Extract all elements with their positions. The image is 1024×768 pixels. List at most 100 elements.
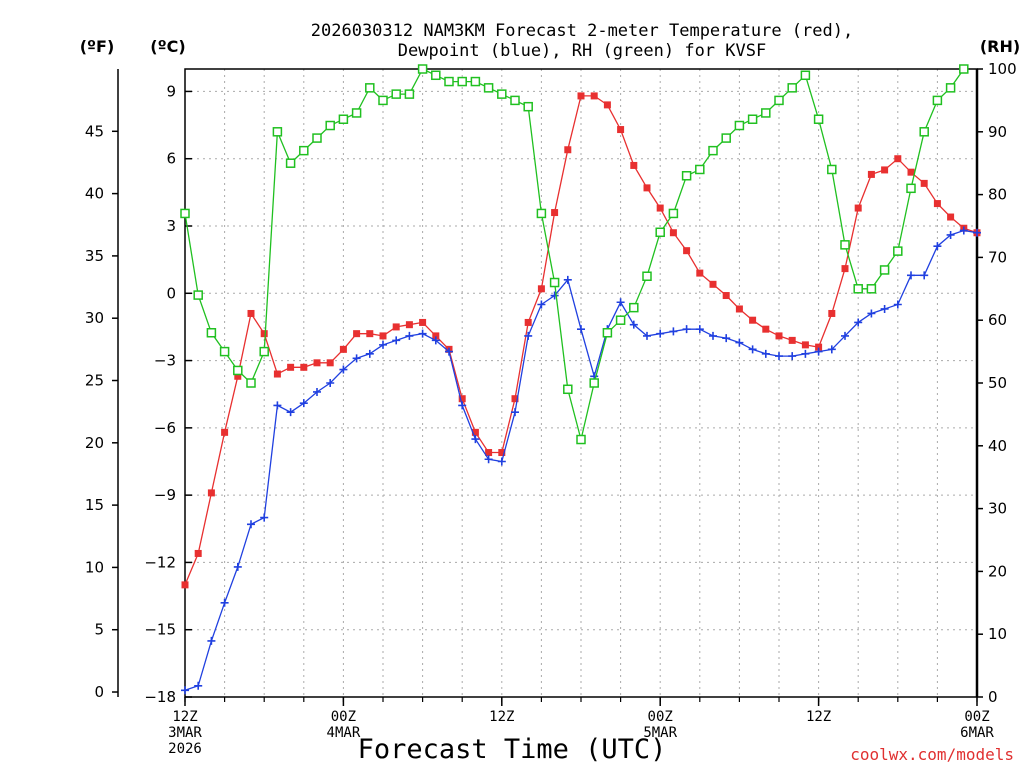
rh-point [549,277,560,288]
rh-point [576,434,586,445]
fahrenheit-unit-label: (ºF) [80,37,115,56]
rh-point [497,89,507,99]
dewpoint-point [286,408,295,417]
fahrenheit-tick-label: 10 [85,558,104,576]
rh-point [945,83,956,93]
2-meter-temperature-point [762,325,770,333]
dewpoint-point [511,408,519,417]
2-meter-temperature-point [273,370,281,378]
2-meter-temperature-point [247,309,255,317]
dewpoint-point [445,347,453,356]
dewpoint-point [629,320,638,329]
rh-point [351,108,362,118]
2-meter-temperature-point [564,146,572,154]
rh-point [510,95,520,106]
2-meter-temperature-point [392,323,400,331]
dewpoint-point [827,345,836,354]
axes: 051015202530354045−18−15−12−9−6−30369010… [85,60,1017,757]
dewpoint-point [656,329,665,338]
rh-point [536,208,547,219]
rh-point [734,120,745,131]
2-meter-temperature-point [326,359,334,367]
dewpoint-point [920,271,929,280]
dewpoint-series [181,226,981,695]
rh-point [180,208,190,219]
x-axis-title: Forecast Time (UTC) [358,734,667,765]
2-meter-temperature-point [788,336,796,344]
2-meter-temperature-point [947,213,955,221]
rh-point [695,164,705,175]
dewpoint-point [748,345,757,354]
dewpoint-point [352,354,361,363]
2-meter-temperature-point [339,345,347,353]
dewpoint-point [788,352,797,361]
rh-point [589,378,599,388]
rh-point [879,265,890,275]
rh-point [272,127,283,137]
dewpoint-point [431,336,440,345]
2-meter-temperature-point [313,359,321,367]
2-meter-temperature-point [432,332,440,340]
celsius-tick-label: −18 [144,688,176,706]
dewpoint-point [973,228,981,237]
dewpoint-point [616,298,625,307]
rh-tick-label: 0 [988,688,998,706]
x-tick-label: 12Z [806,709,831,725]
rh-point [431,70,441,81]
fahrenheit-tick-label: 35 [85,247,104,265]
rh-tick-label: 100 [988,60,1017,78]
2-meter-temperature-point [722,292,730,300]
dewpoint-point [563,275,572,284]
rh-point [378,95,388,106]
celsius-tick-label: 9 [166,82,176,100]
x-tick-label: 12Z [489,709,514,725]
2-meter-temperature-point [669,229,677,237]
dewpoint-point [471,435,480,444]
2-meter-temperature-point [577,92,585,100]
rh-point [299,145,309,156]
2-meter-temperature-point [696,269,704,277]
dewpoint-point [682,325,691,334]
dewpoint-point [299,399,308,408]
rh-tick-label: 50 [988,374,1007,392]
dewpoint-point [643,331,651,340]
dewpoint-point [735,338,744,347]
rh-point [853,284,863,294]
2-meter-temperature-point [815,343,823,351]
2-meter-temperature-point [603,101,611,109]
dewpoint-point [893,300,902,309]
celsius-tick-label: −15 [144,621,176,639]
dewpoint-point [313,387,321,396]
rh-point [444,76,454,87]
rh-point [721,133,731,143]
dewpoint-point [841,331,849,340]
rh-tick-label: 60 [988,311,1007,329]
2-meter-temperature-point [458,395,466,403]
rh-point [523,101,533,112]
rh-point [893,246,903,256]
2-meter-temperature-point [379,332,387,340]
celsius-tick-label: 3 [166,217,176,235]
rh-tick-label: 80 [988,186,1007,204]
2-meter-temperature-point [683,247,691,255]
rh-point [747,114,758,124]
rh-point [219,346,230,357]
dewpoint-point [959,226,968,235]
2-meter-temperature-point [656,204,664,212]
dewpoint-point [946,230,955,239]
dewpoint-point [669,327,678,336]
2-meter-temperature-point [300,363,308,371]
dewpoint-point [379,340,387,349]
2-meter-temperature-point [709,280,717,288]
dewpoint-point [247,520,255,529]
2-meter-temperature-point [537,285,545,293]
x-tick-label: 5MAR [643,725,677,741]
fahrenheit-tick-label: 20 [85,434,104,452]
data-series [180,64,981,695]
2-meter-temperature-point [735,305,743,313]
rh-point [932,95,943,106]
dewpoint-point [867,309,876,318]
rh-tick-label: 30 [988,500,1007,518]
x-tick-label: 4MAR [327,725,361,741]
celsius-unit-label: (ºC) [150,37,185,56]
